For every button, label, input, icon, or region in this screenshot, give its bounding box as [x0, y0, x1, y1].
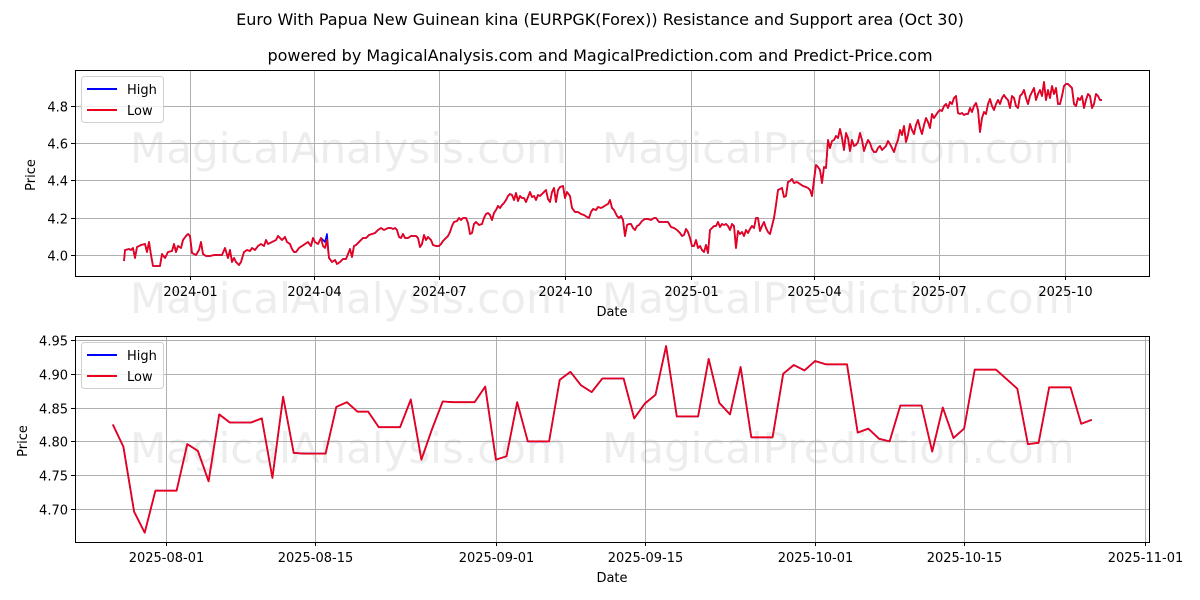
- watermark-top-2: MagicalPrediction.com: [602, 124, 1075, 173]
- top-chart: MagicalAnalysis.com MagicalPrediction.co…: [24, 70, 1150, 323]
- y-tick-label: 4.90: [39, 369, 68, 384]
- y-tick-label: 4.6: [47, 138, 68, 153]
- legend-high-label: High: [127, 83, 157, 98]
- y-tick-label: 4.75: [39, 470, 68, 485]
- x-tick-label: 2025-04: [787, 285, 841, 300]
- y-tick-label: 4.95: [39, 335, 68, 350]
- y-tick-label: 4.85: [39, 403, 68, 418]
- x-tick-label: 2025-11-01: [1108, 551, 1184, 566]
- watermark-bottom-2: MagicalPrediction.com: [602, 424, 1075, 473]
- watermark-top-1: MagicalAnalysis.com: [130, 124, 567, 173]
- y-tick-label: 4.0: [47, 250, 68, 265]
- y-tick-label: 4.8: [47, 101, 68, 116]
- x-tick-label: 2025-10-01: [778, 551, 854, 566]
- bottom-legend: High Low: [82, 343, 164, 389]
- x-tick-label: 2024-01: [163, 285, 217, 300]
- x-tick-label: 2024-10: [538, 285, 592, 300]
- x-tick-label: 2025-08-15: [278, 551, 354, 566]
- legend-high-label-2: High: [127, 349, 157, 364]
- legend-low-label: Low: [127, 104, 153, 119]
- x-tick-label: 2025-10: [1038, 285, 1092, 300]
- top-low-line: [124, 82, 1102, 266]
- x-tick-label: 2024-07: [412, 285, 466, 300]
- x-tick-label: 2025-09-15: [608, 551, 684, 566]
- y-tick-label: 4.2: [47, 213, 68, 228]
- y-tick-label: 4.70: [39, 504, 68, 519]
- x-tick-label: 2025-09-01: [459, 551, 535, 566]
- top-high-line: [124, 82, 1102, 266]
- x-tick-label: 2024-04: [287, 285, 341, 300]
- x-tick-label: 2025-10-15: [927, 551, 1003, 566]
- x-tick-label: 2025-01: [664, 285, 718, 300]
- y-tick-label: 4.80: [39, 436, 68, 451]
- x-tick-label: 2025-08-01: [129, 551, 205, 566]
- top-xlabel: Date: [596, 305, 627, 320]
- charts-canvas: MagicalAnalysis.com MagicalPrediction.co…: [0, 0, 1200, 600]
- x-tick-label: 2025-07: [912, 285, 966, 300]
- bottom-xlabel: Date: [596, 571, 627, 586]
- top-ylabel: Price: [24, 159, 39, 191]
- bottom-chart: MagicalAnalysis.com MagicalPrediction.co…: [16, 335, 1183, 587]
- bottom-ylabel: Price: [16, 425, 31, 457]
- legend-low-label-2: Low: [127, 370, 153, 385]
- y-tick-label: 4.4: [47, 175, 68, 190]
- top-legend: High Low: [82, 77, 164, 123]
